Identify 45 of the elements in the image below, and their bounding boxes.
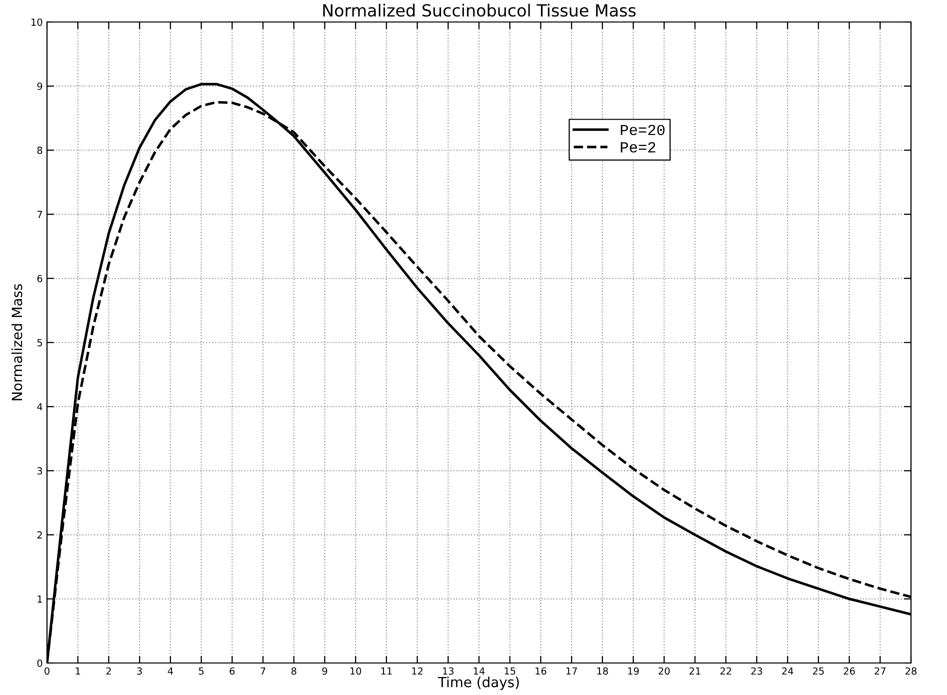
x-tick-label: 28 [906,667,917,675]
legend-label: Pe=2 [620,142,656,152]
x-tick-label: 11 [381,667,392,675]
x-tick-label: 20 [658,667,670,675]
x-tick-label: 24 [782,667,794,675]
chart-title: Normalized Succinobucol Tissue Mass [323,4,636,17]
x-tick-label: 3 [137,667,142,675]
y-tick-label: 9 [37,82,42,90]
x-tick-label: 13 [443,667,454,675]
x-tick-label: 6 [230,667,235,675]
x-tick-label: 12 [412,667,422,675]
y-tick-label: 4 [37,403,42,410]
x-tick-label: 25 [812,667,824,675]
x-tick-label: 5 [198,667,204,675]
x-tick-label: 4 [168,667,173,675]
y-tick-label: 8 [37,146,42,154]
x-tick-label: 7 [260,667,266,675]
legend-label: Pe=20 [620,124,665,136]
x-tick-label: 1 [76,667,80,675]
y-tick-label: 3 [37,467,42,475]
y-axis-title: Normalized Mass [11,284,22,400]
x-tick-label: 23 [751,667,762,675]
y-tick-label: 10 [32,18,42,26]
x-tick-label: 21 [690,667,700,675]
y-tick-label: 2 [37,531,42,538]
x-tick-label: 26 [844,667,855,675]
x-axis-title: Time (days) [438,676,519,690]
y-tick-label: 5 [37,339,42,346]
x-tick-label: 22 [720,667,732,675]
y-tick-label: 6 [37,274,42,282]
x-tick-label: 14 [474,667,485,675]
y-tick-label: 7 [37,210,42,218]
x-tick-label: 8 [291,667,296,675]
y-tick-label: 1 [38,596,42,603]
y-tick-label: 0 [37,659,42,667]
x-tick-label: 10 [350,667,362,675]
x-tick-label: 16 [536,667,546,675]
x-tick-label: 17 [566,667,577,675]
x-tick-label: 2 [106,667,111,675]
x-tick-label: 9 [322,667,328,675]
x-tick-label: 27 [874,667,886,675]
x-tick-label: 18 [597,667,608,675]
x-tick-label: 19 [628,667,639,675]
x-tick-label: 15 [504,667,516,675]
x-tick-label: 0 [44,667,50,675]
